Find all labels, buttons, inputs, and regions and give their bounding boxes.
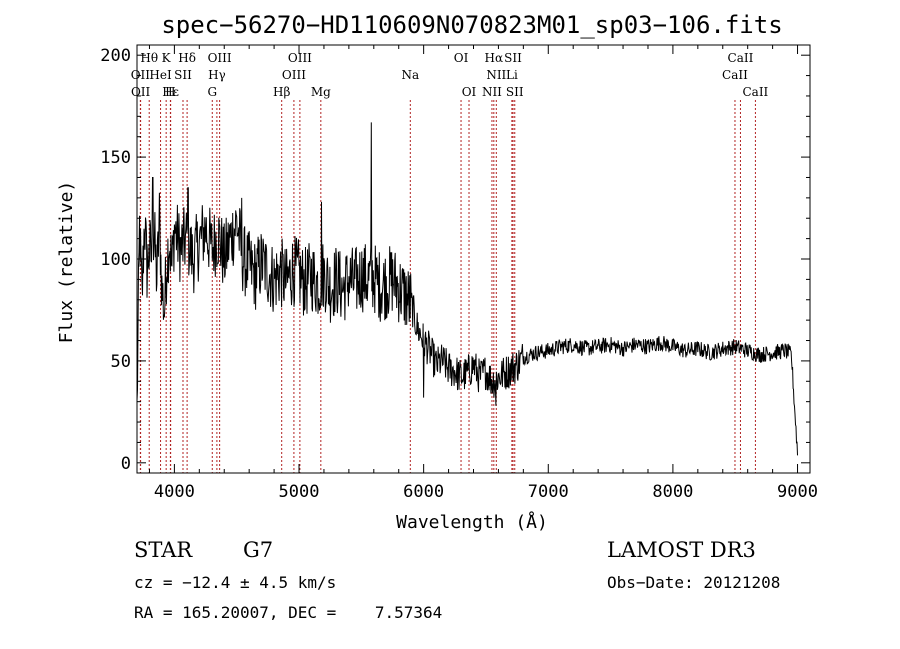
y-tick-label: 100 [100,250,131,270]
line-marker-label: HeI [149,68,172,82]
coordinates-text: RA = 165.20007, DEC = 7.57364 [134,603,443,622]
line-marker-label: Mg [311,85,331,99]
line-marker-label: NII [486,68,506,82]
line-marker-label: SII [504,51,522,65]
y-tick-label: 0 [121,454,131,474]
line-marker-label: OII [131,85,151,99]
line-marker-label: Hδ [178,51,196,65]
series-group [136,122,798,456]
survey-name: LAMOST DR3 [607,538,756,562]
y-axis-label: Flux (relative) [56,181,77,344]
line-marker-label: SII [174,68,192,82]
redshift-text: cz = −12.4 ± 4.5 km/s [134,573,337,592]
chart-title: spec−56270−HD110609N070823M01_sp03−106.f… [161,11,782,39]
line-marker-label: G [207,85,217,99]
x-tick-label: 9000 [777,482,818,502]
obs-date-text: Obs−Date: 20121208 [607,573,781,592]
line-marker-label: OIII [288,51,312,65]
line-marker-label: OIII [208,51,232,65]
line-marker-label: CaII [722,68,748,82]
line-marker-label: NII [482,85,502,99]
y-tick-label: 50 [111,352,131,372]
line-marker-label: Li [506,68,518,82]
x-axis: 4000 5000 6000 7000 8000 9000 [148,45,818,502]
x-tick-label: 6000 [403,482,444,502]
line-marker-label: Hε [162,85,179,99]
spectrum-line [136,122,798,456]
subclass: G7 [243,538,274,562]
y-axis: 0 50 100 150 200 [100,46,810,474]
line-marker-label: OII [131,68,151,82]
y-tick-label: 150 [100,148,131,168]
x-tick-label: 8000 [652,482,693,502]
line-marker-label: Na [401,68,419,82]
plot-frame [136,44,811,474]
y-tick-label: 200 [100,46,131,66]
x-tick-label: 7000 [528,482,569,502]
line-marker-label: H [165,85,175,99]
line-marker-label: Hθ [140,51,158,65]
line-marker-label: OI [454,51,469,65]
line-marker-label: SII [506,85,524,99]
x-tick-label: 4000 [154,482,195,502]
line-marker-label: CaII [742,85,768,99]
object-class: STAR [134,538,193,562]
line-marker-label: Hγ [208,68,226,82]
line-marker-label: OIII [282,68,306,82]
line-marker-label: OI [462,85,477,99]
line-marker-label: K [162,51,172,65]
line-marker-label: CaII [728,51,754,65]
line-marker-label: Hβ [273,85,290,99]
x-tick-label: 5000 [279,482,320,502]
x-axis-label: Wavelength (Å) [396,511,548,533]
line-marker-label: Hα [485,51,504,65]
